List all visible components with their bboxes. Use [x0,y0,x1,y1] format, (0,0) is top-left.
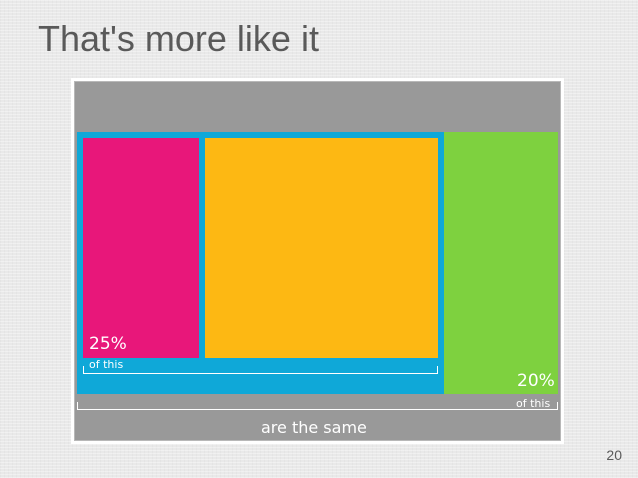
inner-percent-label: 25% [89,334,127,354]
green-column [444,132,558,394]
slide-title: That's more like it [38,18,319,59]
conclusion-label: are the same [261,418,367,437]
orange-column [205,138,438,358]
outer-bracket [77,402,558,410]
outer-of-this-label: of this [516,397,551,410]
pink-column [83,138,199,358]
inner-bracket [83,366,438,374]
page-number: 20 [606,447,622,463]
inner-of-this-label: of this [89,358,124,371]
outer-percent-label: 20% [517,371,555,391]
